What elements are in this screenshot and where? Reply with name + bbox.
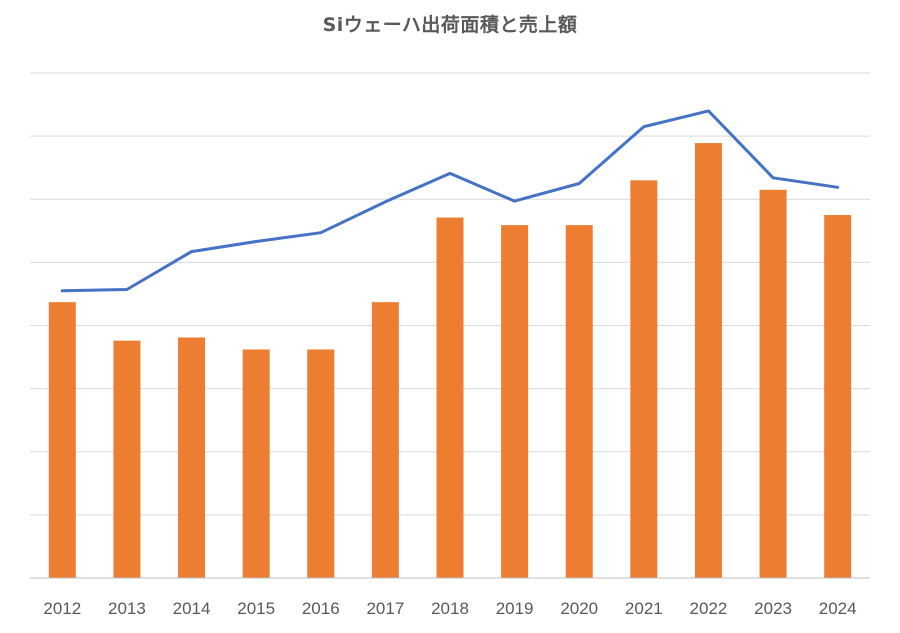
bar-2013 [113, 340, 141, 578]
bar-series [48, 143, 852, 578]
x-tick-label: 2023 [754, 599, 792, 618]
x-tick-label: 2021 [625, 599, 663, 618]
x-tick-label: 2014 [173, 599, 211, 618]
x-tick-label: 2012 [43, 599, 81, 618]
bar-2018 [436, 217, 464, 578]
x-tick-label: 2013 [108, 599, 146, 618]
bar-2016 [307, 349, 335, 578]
bar-2023 [759, 189, 787, 578]
x-tick-label: 2024 [819, 599, 857, 618]
line-series [60, 109, 840, 293]
x-tick-label: 2017 [366, 599, 404, 618]
x-tick-label: 2022 [690, 599, 728, 618]
bar-2024 [824, 215, 852, 578]
bar-2015 [242, 349, 270, 578]
x-tick-label: 2019 [496, 599, 534, 618]
x-tick-label: 2020 [560, 599, 598, 618]
x-tick-label: 2018 [431, 599, 469, 618]
bar-2012 [48, 302, 76, 578]
line-path [60, 109, 840, 293]
bar-2020 [565, 225, 593, 578]
bar-2019 [501, 225, 529, 578]
x-axis: 2012 2013 2014 2015 2016 2017 2018 2019 2020 2021… [30, 577, 870, 618]
chart-title: Siウェーハ出荷面積と売上額 [322, 14, 578, 36]
bar-2022 [694, 143, 722, 578]
bar-2021 [630, 180, 658, 578]
x-tick-label: 2015 [237, 599, 275, 618]
bar-2017 [371, 302, 399, 578]
bar-2014 [178, 337, 206, 578]
x-tick-label: 2016 [302, 599, 340, 618]
